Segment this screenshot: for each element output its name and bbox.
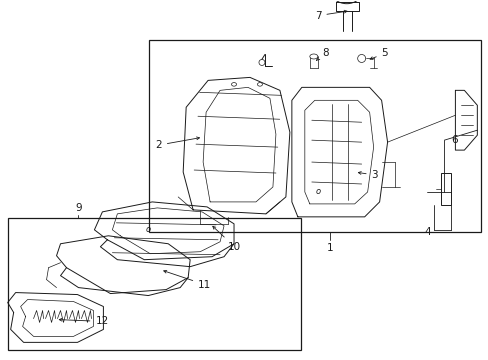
Text: 12: 12 (59, 316, 108, 327)
Text: 8: 8 (316, 49, 328, 60)
Ellipse shape (309, 54, 317, 59)
Text: 2: 2 (155, 137, 199, 150)
Ellipse shape (259, 59, 264, 66)
Text: 5: 5 (369, 49, 387, 59)
Ellipse shape (231, 82, 236, 86)
Bar (149, 40, 480, 232)
Text: o: o (315, 188, 320, 197)
Text: 10: 10 (212, 226, 241, 252)
Bar (8, 218, 300, 350)
Text: 9: 9 (75, 203, 81, 213)
Text: 11: 11 (163, 270, 211, 289)
Text: 4: 4 (423, 227, 430, 237)
Ellipse shape (357, 54, 365, 62)
Text: 1: 1 (326, 243, 332, 253)
Text: 6: 6 (450, 135, 457, 145)
Bar (441, 173, 450, 205)
Text: 3: 3 (358, 170, 378, 180)
Ellipse shape (257, 82, 262, 86)
Text: o: o (145, 225, 150, 234)
Ellipse shape (330, 0, 362, 4)
Text: 7: 7 (314, 10, 346, 21)
